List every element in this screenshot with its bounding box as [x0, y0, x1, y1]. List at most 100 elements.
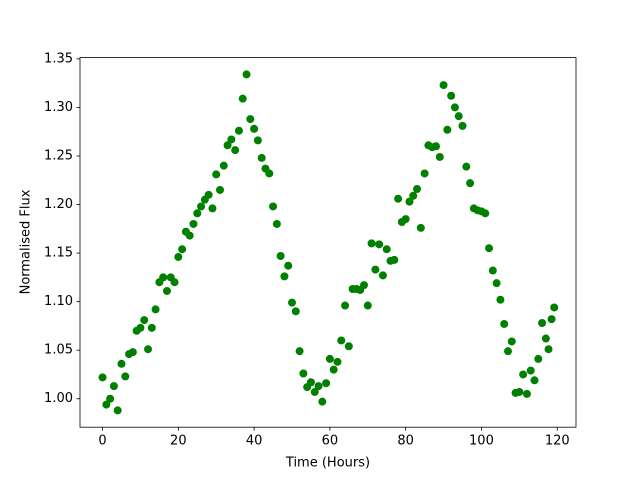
- point: [500, 319, 509, 328]
- point: [462, 162, 471, 171]
- point: [488, 266, 497, 275]
- point: [534, 354, 543, 363]
- point: [416, 223, 425, 232]
- point: [162, 286, 171, 295]
- point: [310, 387, 319, 396]
- point: [538, 319, 547, 328]
- plot-frame: [79, 57, 577, 428]
- point: [227, 135, 236, 144]
- y-tick-label: 1.10: [44, 294, 73, 309]
- x-tick-label: 60: [322, 434, 339, 449]
- x-tick-label: 20: [170, 434, 187, 449]
- point: [439, 81, 448, 90]
- point: [253, 136, 262, 145]
- x-tick-label: 100: [469, 434, 494, 449]
- point: [284, 261, 293, 270]
- point: [159, 273, 168, 282]
- point: [223, 141, 232, 150]
- point: [431, 142, 440, 151]
- point: [269, 202, 278, 211]
- point: [363, 301, 372, 310]
- x-tick-label: 40: [246, 434, 263, 449]
- point: [174, 252, 183, 261]
- point: [496, 295, 505, 304]
- point: [121, 372, 130, 381]
- point: [212, 170, 221, 179]
- point: [519, 370, 528, 379]
- point: [147, 323, 156, 332]
- point: [106, 394, 115, 403]
- point: [503, 347, 512, 356]
- point: [378, 271, 387, 280]
- point: [288, 298, 297, 307]
- point: [507, 337, 516, 346]
- point: [447, 91, 456, 100]
- point: [250, 124, 259, 133]
- point: [193, 209, 202, 218]
- y-tick-label: 1.05: [44, 343, 73, 358]
- y-tick-label: 1.35: [44, 51, 73, 66]
- point: [98, 373, 107, 382]
- point: [189, 219, 198, 228]
- point: [113, 406, 122, 415]
- point: [140, 316, 149, 325]
- point: [454, 112, 463, 121]
- point: [530, 376, 539, 385]
- point: [329, 365, 338, 374]
- point: [481, 209, 490, 218]
- point: [544, 345, 553, 354]
- x-tick-label: 80: [397, 434, 414, 449]
- point: [144, 345, 153, 354]
- point: [337, 336, 346, 345]
- point: [280, 272, 289, 281]
- point: [420, 169, 429, 178]
- point: [526, 366, 535, 375]
- point: [272, 219, 281, 228]
- point: [242, 70, 251, 79]
- y-axis-label: Normalised Flux: [19, 189, 34, 294]
- point: [409, 191, 418, 200]
- point: [550, 303, 559, 312]
- point: [515, 387, 524, 396]
- point: [522, 389, 531, 398]
- point: [208, 204, 217, 213]
- point: [333, 357, 342, 366]
- point: [306, 378, 315, 387]
- point: [178, 245, 187, 254]
- point: [314, 382, 323, 391]
- y-tick-label: 1.00: [44, 391, 73, 406]
- point: [341, 301, 350, 310]
- point: [257, 153, 266, 162]
- point: [128, 348, 137, 357]
- point: [295, 347, 304, 356]
- point: [151, 305, 160, 314]
- point: [231, 146, 240, 155]
- point: [485, 244, 494, 253]
- point: [394, 194, 403, 203]
- point: [450, 103, 459, 112]
- point: [359, 281, 368, 290]
- x-axis-label: Time (Hours): [285, 456, 370, 471]
- point: [204, 190, 213, 199]
- point: [117, 359, 126, 368]
- point: [458, 121, 467, 130]
- y-tick-label: 1.25: [44, 148, 73, 163]
- point: [276, 251, 285, 260]
- point: [136, 323, 145, 332]
- point: [382, 245, 391, 254]
- point: [238, 94, 247, 103]
- point: [344, 342, 353, 351]
- point: [109, 382, 118, 391]
- x-tick-label: 0: [98, 434, 106, 449]
- point: [492, 279, 501, 288]
- point: [102, 400, 111, 409]
- point: [299, 369, 308, 378]
- point: [197, 202, 206, 211]
- point: [405, 197, 414, 206]
- point: [234, 126, 243, 135]
- point: [401, 215, 410, 224]
- point: [246, 115, 255, 124]
- point: [322, 379, 331, 388]
- point: [291, 307, 300, 316]
